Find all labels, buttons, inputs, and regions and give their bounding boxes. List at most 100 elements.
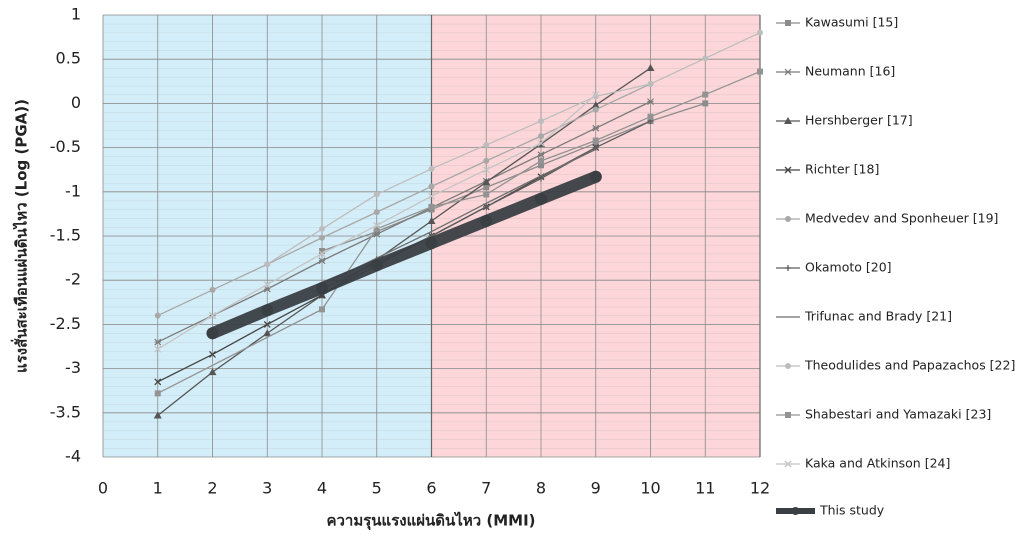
- y-tick-label: -3: [65, 358, 81, 377]
- marker: [538, 133, 544, 140]
- marker: [319, 225, 325, 232]
- marker: [263, 329, 272, 337]
- marker: [647, 98, 654, 106]
- marker: [428, 203, 435, 210]
- legend-label: Medvedev and Sponheuer [19]: [805, 211, 998, 226]
- series-line: [157, 83, 652, 317]
- marker: [535, 192, 547, 205]
- marker: [154, 378, 162, 386]
- marker: [483, 184, 490, 191]
- marker: [153, 411, 162, 419]
- marker: [209, 312, 216, 320]
- marker: [784, 166, 792, 174]
- marker: [591, 101, 600, 109]
- marker: [785, 216, 791, 222]
- y-tick-label: -3.5: [50, 402, 81, 421]
- marker: [318, 250, 326, 258]
- marker: [791, 507, 800, 515]
- marker: [537, 139, 545, 147]
- x-tick-label: 3: [262, 479, 272, 498]
- marker: [784, 460, 792, 468]
- x-tick-label: 4: [317, 479, 327, 498]
- x-tick-label: 9: [591, 479, 601, 498]
- legend-label: Neumann [16]: [805, 64, 895, 79]
- legend-label: This study: [819, 503, 885, 518]
- legend-label: Okamoto [20]: [805, 260, 892, 275]
- marker: [647, 80, 654, 87]
- marker: [319, 248, 325, 255]
- marker: [208, 368, 217, 376]
- marker: [373, 191, 380, 198]
- marker: [646, 64, 655, 72]
- marker: [785, 20, 791, 26]
- marker: [592, 91, 600, 99]
- marker: [370, 259, 383, 272]
- series-line: [157, 100, 652, 343]
- marker: [785, 265, 791, 271]
- x-tick-label: 7: [481, 479, 491, 498]
- marker: [264, 261, 271, 268]
- marker: [209, 350, 216, 358]
- marker: [319, 234, 325, 241]
- marker: [592, 93, 599, 100]
- marker: [480, 214, 493, 227]
- marker: [702, 55, 709, 62]
- marker: [647, 113, 654, 120]
- x-tick-label: 8: [536, 479, 546, 498]
- marker: [428, 183, 435, 190]
- y-tick-label: 0: [71, 93, 81, 112]
- marker: [428, 165, 435, 172]
- y-tick-label: 0.5: [56, 49, 81, 68]
- marker: [538, 157, 544, 164]
- y-tick-label: -0.5: [50, 137, 81, 156]
- y-tick-label: -4: [65, 447, 81, 466]
- series-line: [157, 70, 761, 395]
- x-axis-title: ความรุนแรงแผ่นดินไหว (MMI): [326, 511, 535, 531]
- y-tick-label: -2.5: [50, 314, 81, 333]
- marker: [154, 338, 162, 346]
- x-tick-label: 0: [98, 479, 108, 498]
- marker: [206, 327, 219, 340]
- marker: [784, 117, 792, 124]
- marker: [483, 203, 490, 210]
- marker: [702, 91, 709, 98]
- marker: [482, 166, 490, 174]
- marker: [373, 209, 380, 216]
- series-line: [157, 67, 652, 417]
- x-tick-label: 5: [372, 479, 382, 498]
- marker: [261, 304, 274, 317]
- marker: [757, 29, 763, 36]
- marker: [482, 178, 491, 186]
- marker: [592, 106, 599, 113]
- legend-label: Theodulides and Papazachos [22]: [804, 358, 1015, 373]
- series-line: [206, 170, 602, 340]
- legend-label: Kaka and Atkinson [24]: [805, 456, 950, 471]
- legend-label: Trifunac and Brady [21]: [804, 309, 952, 324]
- marker: [154, 345, 162, 353]
- marker: [427, 216, 436, 224]
- series-line: [321, 102, 706, 252]
- marker: [316, 282, 328, 295]
- marker: [589, 170, 602, 183]
- y-tick-label: 1: [71, 5, 81, 24]
- marker: [483, 157, 490, 164]
- marker: [784, 68, 792, 76]
- x-tick-label: 12: [750, 479, 770, 498]
- marker: [702, 100, 709, 107]
- marker: [785, 412, 791, 418]
- marker: [373, 221, 381, 229]
- y-tick-label: -2: [65, 270, 81, 289]
- marker: [154, 390, 161, 397]
- marker: [483, 191, 490, 198]
- marker: [318, 257, 326, 265]
- legend-label: Kawasumi [15]: [805, 15, 898, 30]
- marker: [319, 306, 325, 313]
- marker: [263, 281, 271, 289]
- y-axis-title: แรงสั่นสะเทือนแผ่นดินไหว (Log (PGA)): [11, 99, 31, 373]
- marker: [538, 162, 544, 169]
- marker: [538, 118, 544, 125]
- marker: [785, 363, 791, 369]
- marker: [428, 192, 435, 200]
- marker: [209, 286, 216, 293]
